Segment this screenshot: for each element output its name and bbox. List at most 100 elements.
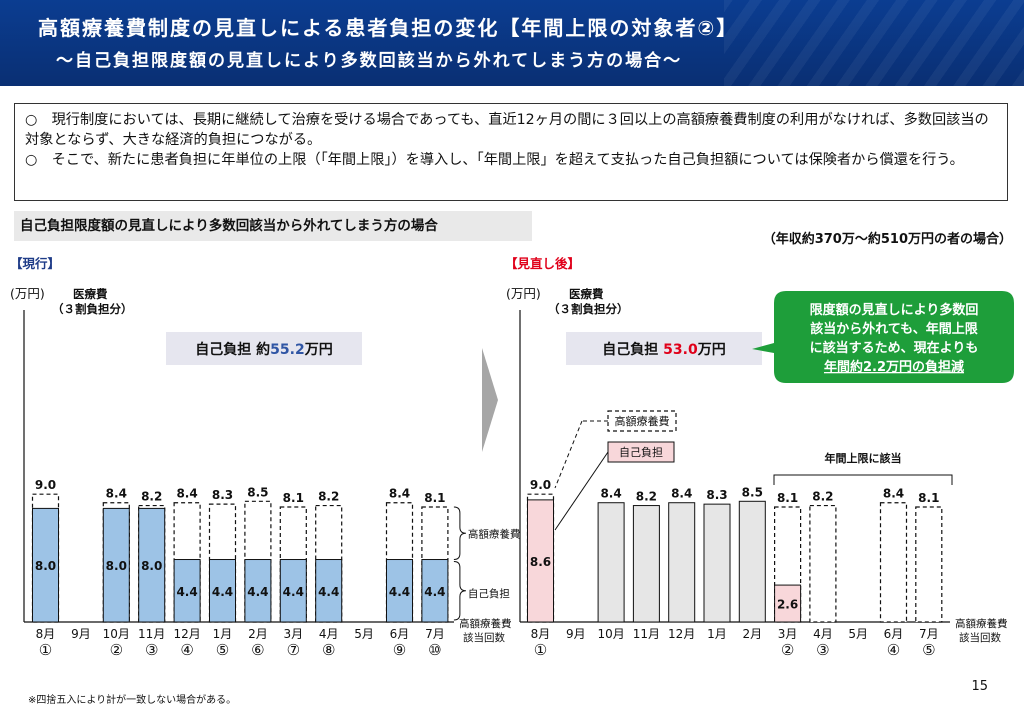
count-label: ⑧: [322, 641, 335, 659]
bar-total-label: 8.2: [318, 490, 339, 504]
total-value: 53.0: [663, 342, 698, 358]
bar-kougaku: [526, 493, 555, 623]
count-label: ③: [145, 641, 158, 659]
legend-kougaku: 高額療養費: [468, 527, 521, 540]
total-unit: 万円: [697, 342, 726, 358]
annual-cap-label: 年間上限に該当: [825, 451, 902, 465]
legend-bracket: [453, 561, 466, 621]
count-label: ④: [887, 641, 900, 659]
page-number: 15: [971, 679, 988, 694]
bar-kougaku: [31, 493, 60, 623]
bar-gray: [597, 502, 625, 623]
x-tick-label: 12月: [668, 627, 695, 641]
x-tick-label: 4月: [319, 627, 339, 641]
bar-jiko: [102, 507, 130, 623]
total-value: 55.2: [270, 342, 305, 358]
count-label: ②: [110, 641, 123, 659]
total-box: [166, 332, 362, 365]
bar-kougaku: [138, 504, 166, 623]
x-tick-label: 9月: [71, 627, 91, 641]
x-tick-label: 1月: [707, 627, 727, 641]
bar-total-label: 8.4: [671, 487, 692, 501]
x-tick-label: 12月: [173, 627, 200, 641]
section-label: 自己負担限度額の見直しにより多数回該当から外れてしまう方の場合: [14, 211, 532, 241]
bar-kougaku: [879, 502, 908, 623]
bar-jiko-label: 8.6: [530, 555, 551, 569]
bar-jiko: [138, 507, 166, 623]
count-label: ⑥: [251, 641, 264, 659]
bar-total-label: 9.0: [35, 478, 56, 492]
bar-gray: [703, 503, 731, 623]
legend-jiko-box: [607, 441, 675, 463]
bar-total-label: 8.1: [283, 491, 304, 505]
bar-total-label: 8.3: [212, 488, 233, 502]
bar-total-label: 8.4: [106, 487, 127, 501]
bar-total-label: 8.1: [424, 491, 445, 505]
bar-total-label: 8.4: [389, 487, 410, 501]
bar-kougaku: [385, 502, 414, 623]
bar-gray: [632, 505, 660, 623]
x-tick-label: 11月: [633, 627, 660, 641]
x-tick-label: 6月: [884, 627, 904, 641]
bar-total-label: 8.4: [600, 487, 621, 501]
count-label: ③: [816, 641, 829, 659]
legend-bracket: [453, 506, 466, 561]
bar-kougaku: [773, 506, 802, 623]
series-label: （３割負担分）: [52, 302, 133, 316]
leader-line: [554, 451, 609, 531]
bar-jiko-label: 4.4: [176, 585, 197, 599]
bar-jiko-label: 4.4: [247, 585, 268, 599]
bar-total-label: 9.0: [530, 478, 551, 492]
bar-total-label: 8.5: [247, 485, 268, 499]
x-tick-label: 4月: [813, 627, 833, 641]
x-tick-label: 6月: [390, 627, 410, 641]
bar-kougaku: [244, 500, 272, 623]
count-label: ①: [39, 641, 52, 659]
bar-total-label: 8.2: [636, 490, 657, 504]
bar-jiko: [315, 559, 343, 623]
count-label: ④: [180, 641, 193, 659]
page-title: 高額療養費制度の見直しによる患者負担の変化【年間上限の対象者②】: [38, 16, 739, 40]
bar-jiko: [386, 559, 413, 623]
bar-jiko: [209, 559, 236, 623]
annual-cap-bracket: [773, 474, 953, 485]
total-prefix: 自己負担 約: [195, 341, 270, 358]
bar-jiko-label: 4.4: [318, 585, 339, 599]
callout-text: に該当するため、現在よりも: [810, 340, 979, 356]
panel-label: 【見直し後】: [505, 256, 580, 271]
legend-kougaku-box: [607, 410, 677, 432]
total-label: 自己負担 53.0万円: [602, 341, 725, 358]
x-tick-label: 3月: [778, 627, 798, 641]
x-tick-label: 2月: [742, 627, 762, 641]
series-label: 医療費: [569, 287, 604, 301]
bar-total-label: 8.3: [706, 488, 727, 502]
bar-kougaku: [421, 506, 449, 623]
x-tick-label: 9月: [566, 627, 586, 641]
bar-jiko-label: 4.4: [424, 585, 445, 599]
bar-total-label: 8.1: [777, 491, 798, 505]
bar-gray: [738, 500, 766, 623]
bar-total-label: 8.4: [176, 487, 197, 501]
bar-jiko-label: 8.0: [35, 559, 56, 573]
x-tick-label: 10月: [597, 627, 624, 641]
bar-jiko-label: 8.0: [141, 559, 162, 573]
count-label: ⑤: [216, 641, 229, 659]
legend-jiko: 自己負担: [619, 445, 663, 459]
summary-box: ○ 現行制度においては、長期に継続して治療を受ける場合であっても、直近12ヶ月の…: [14, 103, 1008, 201]
bar-total-label: 8.2: [141, 490, 162, 504]
bar-kougaku: [208, 503, 237, 623]
x-tick-label: 5月: [848, 627, 868, 641]
bar-jiko: [32, 507, 59, 623]
panel-label: 【現行】: [10, 256, 60, 271]
bar-kougaku: [102, 502, 130, 623]
x-axis-label: 高額療養費: [955, 617, 1008, 630]
bar-kougaku: [315, 504, 343, 623]
summary-point: ○ そこで、新たに患者負担に年単位の上限（「年間上限」）を導入し、「年間上限」を…: [25, 152, 964, 168]
legend-jiko: 自己負担: [468, 587, 510, 600]
x-tick-label: 1月: [213, 627, 233, 641]
total-prefix: 自己負担: [602, 341, 663, 358]
callout-bubble: [752, 291, 1014, 383]
x-axis-label: 高額療養費: [459, 617, 512, 630]
bar-kougaku: [173, 502, 201, 623]
series-label: 医療費: [73, 287, 108, 301]
